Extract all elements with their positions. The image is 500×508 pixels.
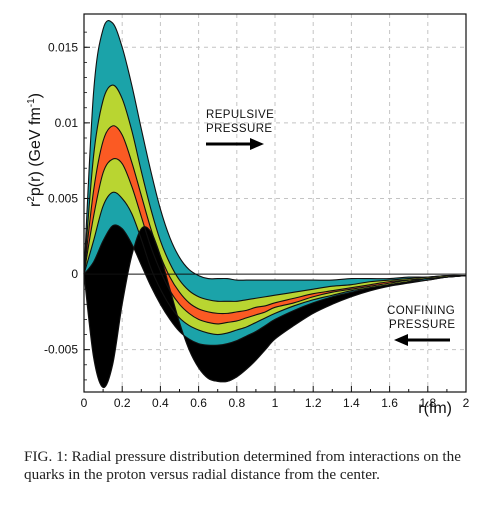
confidence-band — [84, 85, 466, 314]
series-line — [83, 224, 467, 346]
x-tick-label: 1 — [272, 396, 279, 410]
y-axis-title-close: ) — [27, 93, 44, 98]
tick-layer: 0 0.2 0.4 0.6 0.8 1 1.2 1.4 1.6 1.8 2 -0.005 0 0.005 0… — [44, 31, 470, 410]
plot-area: 0 0.2 0.4 0.6 0.8 1 1.2 1.4 1.6 1.8 2 -0.005 0 0.005 0… — [26, 13, 470, 417]
repulsive-arrow-head — [250, 138, 264, 150]
confidence-band — [84, 158, 466, 335]
y-axis-title-r: r — [27, 201, 44, 207]
series-line — [83, 84, 467, 302]
confining-annotation: CONFINING PRESSURE — [387, 305, 455, 346]
series-line — [83, 226, 467, 389]
confidence-band — [84, 125, 466, 324]
x-tick-label: 1.6 — [381, 396, 398, 410]
x-axis-title: r(fm) — [418, 400, 452, 417]
line-layer — [83, 20, 467, 389]
y-tick-label: 0.01 — [55, 116, 79, 130]
y-tick-label: 0.015 — [48, 40, 78, 54]
x-tick-label: 2 — [463, 396, 470, 410]
figure-caption: FIG. 1: Radial pressure distribution det… — [24, 448, 461, 483]
y-tick-label: -0.005 — [44, 343, 78, 357]
repulsive-annotation: REPULSIVE PRESSURE — [206, 109, 274, 150]
y-axis-title-sup: 2 — [26, 196, 37, 202]
series-line — [83, 20, 467, 281]
x-tick-label: 0 — [81, 396, 88, 410]
x-tick-label: 0.4 — [152, 396, 169, 410]
x-tick-label: 0.8 — [228, 396, 245, 410]
confidence-band — [84, 224, 466, 388]
x-tick-label: 0.2 — [114, 396, 131, 410]
y-axis-title: r2p(r) (GeV fm-1) — [26, 93, 44, 207]
repulsive-label-line2: PRESSURE — [206, 123, 272, 135]
x-tick-label: 0.6 — [190, 396, 207, 410]
confining-label-line1: CONFINING — [387, 305, 455, 317]
confidence-band — [84, 192, 466, 346]
repulsive-label-line1: REPULSIVE — [206, 109, 274, 121]
y-axis-title-body: p(r) (GeV fm — [27, 107, 44, 196]
y-tick-label: 0 — [71, 267, 78, 281]
x-tick-label: 1.8 — [419, 396, 436, 410]
y-tick-label: 0.005 — [48, 191, 78, 205]
series-line — [83, 158, 467, 325]
chart-svg: 0 0.2 0.4 0.6 0.8 1 1.2 1.4 1.6 1.8 2 -0.005 0 0.005 0… — [26, 13, 470, 417]
band-layer — [84, 20, 466, 388]
confining-arrow-head — [394, 334, 408, 346]
series-line — [83, 125, 467, 315]
confining-label-line2: PRESSURE — [389, 319, 455, 331]
x-tick-label: 1.4 — [343, 396, 360, 410]
y-axis-title-exp: -1 — [26, 98, 37, 107]
x-tick-label: 1.2 — [305, 396, 322, 410]
